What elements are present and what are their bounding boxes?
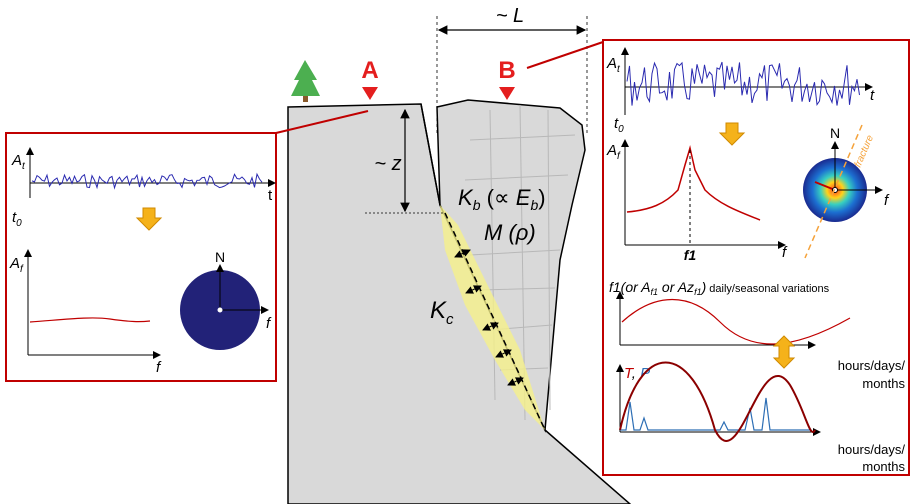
climate-axis-x: hours/days/months [838,442,906,474]
peak-label: f1 [684,247,697,263]
callout-line [526,41,604,69]
left-down-arrow [135,207,163,231]
mass-label: M (ρ) [484,220,536,245]
left-polar-radius: f [266,315,272,332]
variation-axis-x: hours/days/months [838,358,906,391]
text-part: b [473,197,481,213]
right-polar-radius: f [884,192,890,209]
text-part: b [530,197,538,213]
length-label: ~ L [496,5,524,27]
variation-caption: f1(or Af1 or Azf1) daily/seasonal variat… [609,279,830,297]
text-part: (∝ [480,185,515,210]
right-time-axis-y: At [606,55,621,75]
stiffness-label: Kb (∝ Eb) [458,185,546,213]
right-start-time: t0 [614,115,624,135]
text-part: A [11,152,22,169]
right-time-axis-x: t [870,87,875,104]
contact-label: Kc [430,297,454,328]
text-part: 0 [618,124,624,135]
marker-b [499,87,515,100]
text-part: K [458,185,474,210]
text-part: c [446,311,454,328]
text-part: f1(or A [609,279,651,295]
left-polar-axes [216,264,269,314]
text-part: f [617,151,621,162]
text-part: T [624,365,635,382]
climate-labels: T, P [624,365,650,382]
tree [291,60,320,102]
right-polar-north: N [830,125,840,141]
text-part: t [12,209,17,226]
text-part: t [617,64,621,75]
callout-line [275,110,369,134]
signal-trace [31,172,263,190]
right-freq-axis-x: f [782,244,788,261]
right-spectrum [626,145,761,221]
left-freq-axis-y: Af [9,255,24,275]
left-time-axis-y: At [11,152,26,172]
spring-arrows [454,249,524,386]
text-part: , [632,365,640,382]
double-arrow [772,335,796,369]
left-polar-north: N [215,249,225,265]
variation-curve [621,298,851,345]
precipitation-curve [620,397,810,431]
left-spectrum [29,317,151,323]
contact-stub [420,103,441,206]
left-time-axis-x: t [268,187,273,204]
text-part: f [20,264,24,275]
signal-trace [626,61,860,106]
left-signal [31,172,263,190]
fracture-line [804,124,863,259]
text-part: or Az [658,279,694,295]
text-part: t [614,115,619,132]
temperature-curve [619,361,816,442]
marker-b-label: B [498,57,515,84]
right-signal [626,61,860,106]
text-part: f1 [694,287,702,297]
text-part: daily/seasonal variations [706,283,829,295]
left-axes [24,147,276,359]
text-part: f1 [651,287,659,297]
text-part: A [606,55,617,72]
right-panel [602,39,910,476]
depth-label: ~ z [374,153,401,175]
text-part: E [516,185,531,210]
text-part: hours/days/ [838,358,906,373]
text-part: ) [538,185,545,210]
right-down-arrow [718,122,746,146]
marker-a-label: A [361,57,378,84]
text-part: months [862,376,905,391]
text-part: hours/days/ [838,442,906,457]
fracture-grid [464,104,576,421]
right-freq-axis-y: Af [606,142,621,162]
marker-a [362,87,378,100]
left-freq-axis-x: f [156,359,162,376]
text-part: months [862,459,905,474]
text-part: A [606,142,617,159]
right-polar-axes [814,141,883,194]
text-part: 0 [16,218,22,229]
text-part: A [9,255,20,272]
text-part: t [22,161,26,172]
text-part: K [430,297,447,324]
length-dimension [436,16,588,135]
text-part: ) [700,279,707,295]
left-start-time: t0 [12,209,22,229]
